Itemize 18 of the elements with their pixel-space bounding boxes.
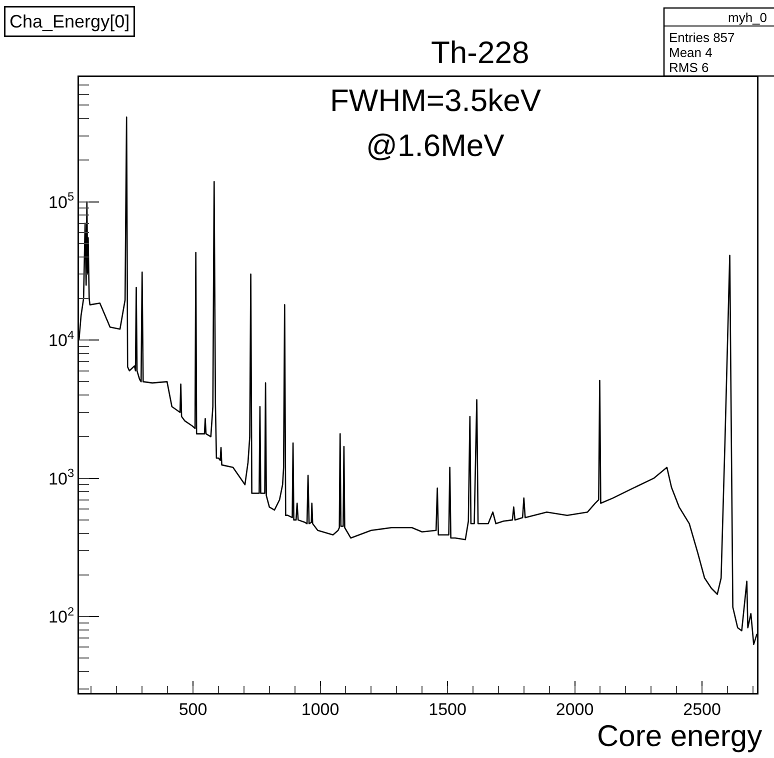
x-tick-label: 1000 <box>301 700 340 719</box>
x-tick-label: 1500 <box>428 700 466 719</box>
text: RMS 6 <box>669 60 709 75</box>
x-tick-label: 2500 <box>683 700 721 719</box>
text: myh_0 <box>728 10 768 25</box>
x-tick-label: 500 <box>178 700 208 719</box>
text: Entries 857 <box>669 30 735 45</box>
y-tick-label: 10$^{5}$ <box>48 190 74 212</box>
chart-title: Cha_Energy[0] <box>10 12 130 32</box>
annotation: @1.6MeV <box>366 128 505 163</box>
text: Mean 4 <box>669 45 712 60</box>
text: Th-228 <box>431 35 530 70</box>
x-tick-label: 2000 <box>556 700 594 719</box>
y-tick-label: 10$^{4}$ <box>48 328 74 350</box>
x-axis-title: Core energy <box>597 720 762 753</box>
y-tick-label: 10$^{3}$ <box>48 466 74 488</box>
y-tick-label: 10$^{2}$ <box>48 604 74 627</box>
annotation: FWHM=3.5keV <box>330 83 542 118</box>
